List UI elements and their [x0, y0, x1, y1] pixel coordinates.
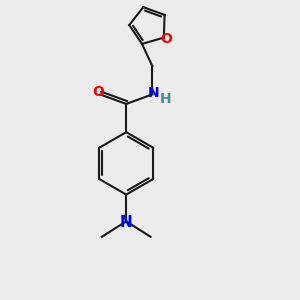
- Text: O: O: [93, 85, 104, 99]
- Text: N: N: [148, 86, 160, 100]
- Text: O: O: [160, 32, 172, 46]
- Text: H: H: [160, 92, 172, 106]
- Text: N: N: [120, 215, 133, 230]
